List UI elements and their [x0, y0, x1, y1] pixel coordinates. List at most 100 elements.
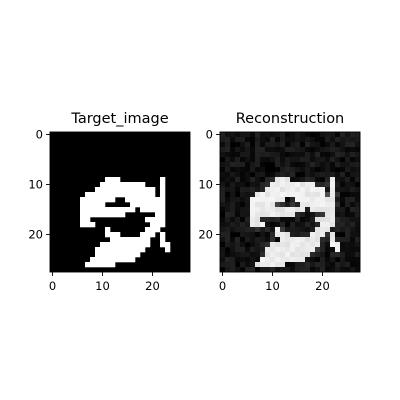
target-image-panel: Target_image 0 10 20 0 10 20: [28, 111, 191, 293]
recon-pixel: [290, 222, 296, 228]
recon-pixel: [290, 227, 296, 233]
recon-pixel: [300, 257, 306, 263]
recon-pixel: [220, 137, 226, 143]
recon-pixel: [345, 172, 351, 178]
recon-pixel: [250, 177, 256, 183]
recon-pixel: [240, 147, 246, 153]
recon-pixel: [250, 207, 256, 213]
target-pixel: [90, 262, 96, 268]
recon-y-tick-label: 10: [198, 178, 213, 192]
recon-pixel: [335, 132, 341, 138]
recon-pixel: [350, 242, 356, 248]
recon-pixel: [300, 132, 306, 138]
recon-pixel: [240, 162, 246, 168]
recon-pixel: [280, 182, 286, 188]
target-pixel: [165, 247, 171, 253]
recon-pixel: [355, 237, 361, 243]
target-pixel: [145, 237, 151, 243]
recon-pixel: [310, 267, 316, 273]
recon-pixel: [325, 247, 331, 253]
target-pixel: [155, 217, 161, 223]
recon-pixel: [320, 152, 326, 158]
recon-pixel: [290, 152, 296, 158]
recon-pixel: [255, 217, 261, 223]
recon-pixel: [240, 187, 246, 193]
target-pixel: [150, 202, 156, 208]
recon-y-tick-label: 0: [206, 128, 213, 142]
recon-pixel: [235, 162, 241, 168]
recon-pixel: [310, 227, 316, 233]
recon-pixel: [255, 137, 261, 143]
recon-pixel: [350, 227, 356, 233]
recon-pixel: [240, 132, 246, 138]
recon-pixel: [330, 247, 336, 253]
recon-pixel: [265, 267, 271, 273]
recon-pixel: [255, 202, 261, 208]
recon-pixel: [315, 157, 321, 163]
recon-pixel: [330, 197, 336, 203]
recon-pixel: [305, 237, 311, 243]
recon-pixel: [280, 177, 286, 183]
target-pixel: [95, 252, 101, 258]
recon-pixel: [355, 157, 361, 163]
recon-pixel: [270, 147, 276, 153]
recon-pixel: [340, 147, 346, 153]
target-pixel: [155, 202, 161, 208]
recon-pixel: [225, 182, 231, 188]
recon-pixel: [235, 187, 241, 193]
recon-pixel: [330, 182, 336, 188]
recon-pixel: [265, 177, 271, 183]
recon-pixel: [340, 167, 346, 173]
recon-pixel: [330, 162, 336, 168]
recon-pixel: [300, 222, 306, 228]
recon-pixel: [295, 197, 301, 203]
recon-pixel: [220, 142, 226, 148]
target-pixel: [115, 207, 121, 213]
recon-pixel: [230, 167, 236, 173]
recon-pixel: [240, 212, 246, 218]
target-pixel: [150, 227, 156, 233]
recon-pixel: [300, 157, 306, 163]
recon-pixel: [225, 222, 231, 228]
recon-pixel: [330, 137, 336, 143]
recon-pixel: [330, 252, 336, 258]
recon-pixel: [265, 247, 271, 253]
target-pixel: [80, 202, 86, 208]
recon-pixel: [275, 162, 281, 168]
recon-pixel: [325, 222, 331, 228]
target-pixel: [160, 182, 166, 188]
target-pixel: [160, 232, 166, 238]
recon-pixel: [320, 192, 326, 198]
recon-pixel: [335, 242, 341, 248]
target-pixel: [135, 187, 141, 193]
recon-pixel: [245, 212, 251, 218]
recon-pixel: [325, 132, 331, 138]
recon-pixel: [335, 137, 341, 143]
recon-pixel: [270, 237, 276, 243]
recon-pixel: [225, 227, 231, 233]
recon-pixel: [310, 237, 316, 243]
recon-pixel: [300, 242, 306, 248]
recon-pixel: [315, 217, 321, 223]
target-pixel: [125, 207, 131, 213]
recon-pixel: [355, 192, 361, 198]
recon-pixel: [355, 217, 361, 223]
recon-pixel: [355, 162, 361, 168]
recon-pixel: [235, 222, 241, 228]
recon-pixel: [280, 212, 286, 218]
recon-pixel: [335, 152, 341, 158]
target-image-title: Target_image: [70, 111, 168, 127]
recon-pixel: [275, 167, 281, 173]
target-pixel: [115, 232, 121, 238]
recon-pixel: [295, 137, 301, 143]
recon-pixel: [340, 202, 346, 208]
target-pixel: [165, 242, 171, 248]
recon-pixel: [305, 247, 311, 253]
target-pixel: [95, 197, 101, 203]
target-pixel: [125, 252, 131, 258]
recon-pixel: [255, 242, 261, 248]
recon-pixel: [295, 257, 301, 263]
recon-pixel: [315, 182, 321, 188]
target-pixel: [150, 207, 156, 213]
recon-pixel: [330, 222, 336, 228]
